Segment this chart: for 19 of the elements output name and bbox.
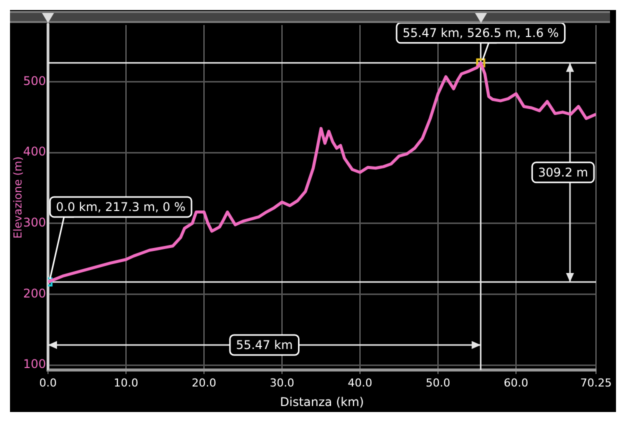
x-tick-label: 0.0 — [39, 376, 57, 390]
annotation: 309.2 m — [538, 166, 588, 180]
y-tick-label: 200 — [23, 286, 46, 300]
x-tick-label: 40.0 — [348, 376, 372, 390]
annotation: 55.47 km, 526.5 m, 1.6 % — [402, 26, 559, 40]
x-tick-label: 70.25 — [580, 376, 612, 390]
y-tick-label: 500 — [23, 74, 46, 88]
annotation: 0.0 km, 217.3 m, 0 % — [56, 200, 186, 214]
x-axis-title: Distanza (km) — [280, 394, 364, 409]
x-tick-label: 10.0 — [114, 376, 138, 390]
x-tick-label: 20.0 — [192, 376, 216, 390]
x-tick-label: 60.0 — [504, 376, 528, 390]
x-tick-label: 50.0 — [426, 376, 450, 390]
y-tick-label: 300 — [23, 215, 46, 230]
x-tick-label: 30.0 — [270, 376, 294, 390]
y-tick-label: 400 — [23, 144, 46, 159]
annotation: 55.47 km — [236, 338, 293, 352]
y-tick-label: 100 — [23, 357, 46, 372]
y-axis-title: Elevazione (m) — [11, 156, 24, 239]
